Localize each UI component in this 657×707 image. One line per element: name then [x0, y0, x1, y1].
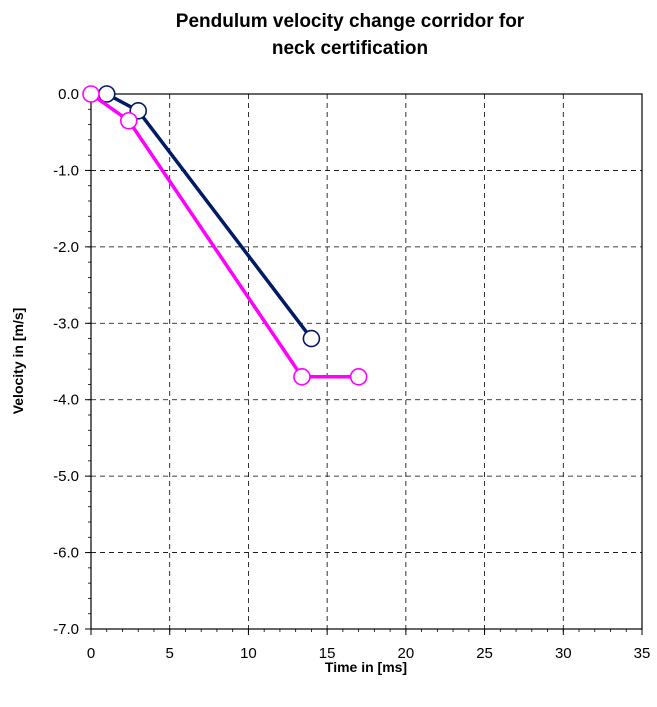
y-tick-label: -7.0: [53, 621, 79, 638]
x-tick-label: 10: [240, 645, 257, 662]
y-tick-label: -6.0: [53, 545, 79, 562]
series-line-2: [89, 92, 359, 379]
y-tick-label: -4.0: [53, 392, 79, 409]
series-2-marker: [82, 85, 100, 103]
x-axis-title: Time in [ms]: [325, 659, 407, 675]
x-tick-label: 5: [166, 645, 174, 662]
y-tick-label: -5.0: [53, 468, 79, 485]
x-tick-label: 25: [476, 645, 493, 662]
x-tick-label: 15: [319, 645, 336, 662]
plot-frame: [90, 93, 643, 630]
grid-lines: [91, 94, 642, 629]
chart-title-line-1: Pendulum velocity change corridor for: [176, 11, 525, 32]
y-axis-ticks: 0.0 -1.0 -2.0 -3.0 -4.0 -5.0 -6.0 -7.0: [53, 86, 91, 638]
series-1-marker: [302, 329, 321, 348]
x-tick-label: 20: [398, 645, 415, 662]
series-2-marker: [119, 111, 138, 130]
chart-title-line-2: neck certification: [272, 38, 428, 59]
x-tick-label: 0: [87, 645, 95, 662]
series-2-marker: [349, 367, 368, 386]
y-tick-label: -2.0: [53, 239, 79, 256]
x-tick-label: 30: [555, 645, 572, 662]
series-layer: [82, 85, 368, 386]
x-axis-ticks: 0 5 10 15 20 25 30 35: [87, 629, 651, 662]
y-tick-label: -1.0: [53, 162, 79, 179]
x-tick-label: 35: [634, 645, 651, 662]
y-tick-label: 0.0: [58, 86, 79, 103]
y-tick-label: -3.0: [53, 315, 79, 332]
y-axis-title: Velocity in [m/s]: [10, 308, 26, 415]
series-2-marker: [293, 367, 311, 386]
